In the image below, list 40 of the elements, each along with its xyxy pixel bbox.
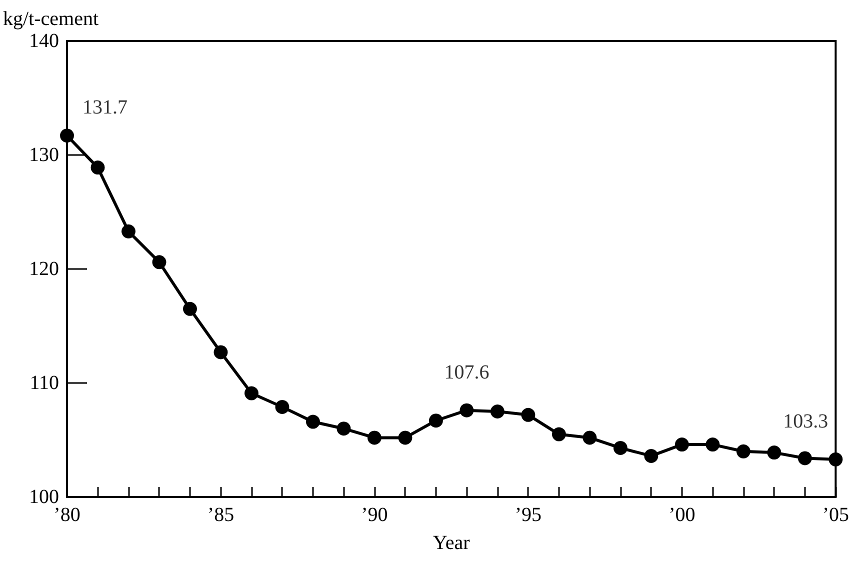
y-tick-label: 120 <box>29 258 59 280</box>
point <box>367 430 382 445</box>
point <box>244 386 258 400</box>
point <box>428 414 443 428</box>
x-tick-label: ’95 <box>514 504 542 526</box>
point <box>582 430 597 445</box>
y-axis-title: kg/t-cement <box>3 8 99 30</box>
point <box>122 224 136 238</box>
point <box>336 422 351 436</box>
y-tick-label: 130 <box>29 144 59 166</box>
point <box>214 345 228 360</box>
x-tick-label: ’00 <box>668 504 696 526</box>
annotation: 131.7 <box>82 96 128 119</box>
point <box>706 438 720 452</box>
point <box>674 438 689 452</box>
annotation: 103.3 <box>783 410 828 432</box>
x-tick-label: ’85 <box>207 504 234 526</box>
point <box>398 430 412 445</box>
point <box>828 452 843 466</box>
x-tick-label: ’90 <box>361 504 388 526</box>
y-tick-label: 140 <box>29 30 59 52</box>
point <box>460 403 474 418</box>
point <box>90 160 105 175</box>
point <box>275 400 290 414</box>
point <box>552 427 566 442</box>
point <box>736 444 750 458</box>
annotation: 107.6 <box>444 361 490 384</box>
point <box>152 255 166 270</box>
point <box>767 446 782 460</box>
point <box>60 128 74 143</box>
point <box>521 408 536 422</box>
point <box>798 451 812 466</box>
x-axis-title: Year <box>432 532 470 554</box>
point <box>644 448 658 463</box>
point <box>490 404 504 418</box>
y-tick-label: 110 <box>30 372 59 394</box>
point <box>613 440 628 455</box>
x-tick-label: ’05 <box>822 504 850 526</box>
point <box>183 302 197 316</box>
point <box>306 414 320 429</box>
